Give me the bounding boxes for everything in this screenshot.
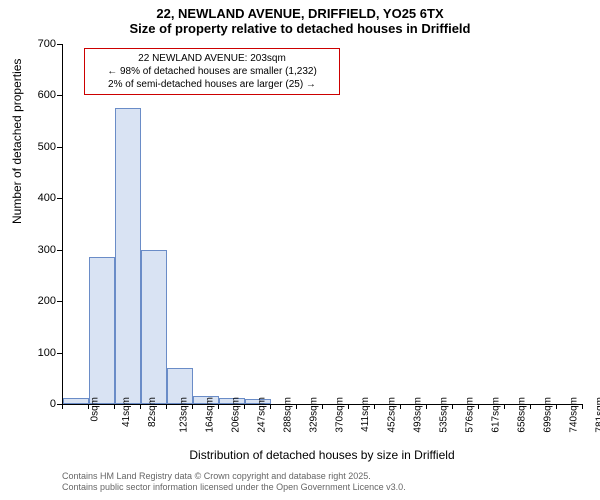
footnote-line1: Contains HM Land Registry data © Crown c… — [62, 471, 406, 483]
x-axis-label: Distribution of detached houses by size … — [62, 448, 582, 462]
y-tick-label: 100 — [26, 347, 56, 359]
y-tick-label: 600 — [26, 89, 56, 101]
annotation-line: 2% of semi-detached houses are larger (2… — [91, 78, 333, 91]
x-tick-label: 329sqm — [309, 397, 320, 433]
x-tick-label: 535sqm — [439, 397, 450, 433]
y-tick-mark — [57, 44, 62, 45]
x-tick-mark — [166, 404, 167, 409]
x-tick-label: 452sqm — [387, 397, 398, 433]
x-tick-mark — [88, 404, 89, 409]
x-tick-mark — [530, 404, 531, 409]
histogram-bar — [115, 108, 141, 404]
y-axis-label: Number of detached properties — [10, 59, 24, 224]
x-tick-mark — [218, 404, 219, 409]
y-tick-label: 300 — [26, 244, 56, 256]
x-tick-mark — [478, 404, 479, 409]
x-tick-mark — [140, 404, 141, 409]
x-tick-label: 411sqm — [360, 397, 371, 432]
x-tick-label: 82sqm — [147, 397, 158, 427]
y-tick-mark — [57, 353, 62, 354]
annotation-line: 22 NEWLAND AVENUE: 203sqm — [91, 52, 333, 65]
x-tick-label: 658sqm — [517, 397, 528, 433]
x-tick-mark — [452, 404, 453, 409]
x-tick-label: 164sqm — [205, 397, 216, 433]
x-tick-mark — [504, 404, 505, 409]
y-tick-mark — [57, 95, 62, 96]
x-tick-mark — [244, 404, 245, 409]
x-tick-label: 370sqm — [335, 397, 346, 433]
histogram-bar — [89, 257, 115, 404]
x-tick-label: 493sqm — [413, 397, 424, 433]
x-tick-label: 617sqm — [491, 397, 502, 433]
y-tick-label: 500 — [26, 141, 56, 153]
y-tick-label: 400 — [26, 192, 56, 204]
y-tick-mark — [57, 301, 62, 302]
y-tick-mark — [57, 198, 62, 199]
x-tick-mark — [296, 404, 297, 409]
chart-container: 22, NEWLAND AVENUE, DRIFFIELD, YO25 6TX … — [0, 0, 600, 500]
plot-region — [62, 44, 583, 405]
x-tick-mark — [114, 404, 115, 409]
x-tick-mark — [556, 404, 557, 409]
x-tick-mark — [270, 404, 271, 409]
x-tick-label: 740sqm — [569, 397, 580, 433]
x-tick-label: 288sqm — [283, 397, 294, 433]
x-tick-label: 576sqm — [465, 397, 476, 433]
x-tick-label: 41sqm — [121, 397, 132, 427]
x-tick-mark — [400, 404, 401, 409]
y-tick-mark — [57, 147, 62, 148]
x-tick-mark — [322, 404, 323, 409]
x-tick-label: 247sqm — [257, 397, 268, 433]
histogram-bar — [63, 398, 89, 404]
x-tick-label: 699sqm — [543, 397, 554, 433]
chart-title-line2: Size of property relative to detached ho… — [0, 21, 600, 40]
x-tick-label: 781sqm — [595, 397, 600, 433]
annotation-line: ← 98% of detached houses are smaller (1,… — [91, 65, 333, 78]
x-tick-mark — [192, 404, 193, 409]
y-tick-label: 200 — [26, 295, 56, 307]
y-tick-mark — [57, 250, 62, 251]
x-tick-mark — [582, 404, 583, 409]
histogram-bar — [141, 250, 167, 404]
x-tick-mark — [374, 404, 375, 409]
chart-area: 01002003004005006007000sqm41sqm82sqm123s… — [62, 44, 582, 404]
x-tick-label: 0sqm — [89, 397, 100, 421]
annotation-box: 22 NEWLAND AVENUE: 203sqm← 98% of detach… — [84, 48, 340, 95]
footnote-line2: Contains public sector information licen… — [62, 482, 406, 494]
x-tick-mark — [348, 404, 349, 409]
chart-title-line1: 22, NEWLAND AVENUE, DRIFFIELD, YO25 6TX — [0, 0, 600, 21]
y-tick-label: 700 — [26, 38, 56, 50]
x-tick-mark — [426, 404, 427, 409]
x-tick-label: 206sqm — [231, 397, 242, 433]
y-tick-label: 0 — [26, 398, 56, 410]
x-tick-label: 123sqm — [179, 397, 190, 433]
x-tick-mark — [62, 404, 63, 409]
footnote: Contains HM Land Registry data © Crown c… — [62, 471, 406, 494]
